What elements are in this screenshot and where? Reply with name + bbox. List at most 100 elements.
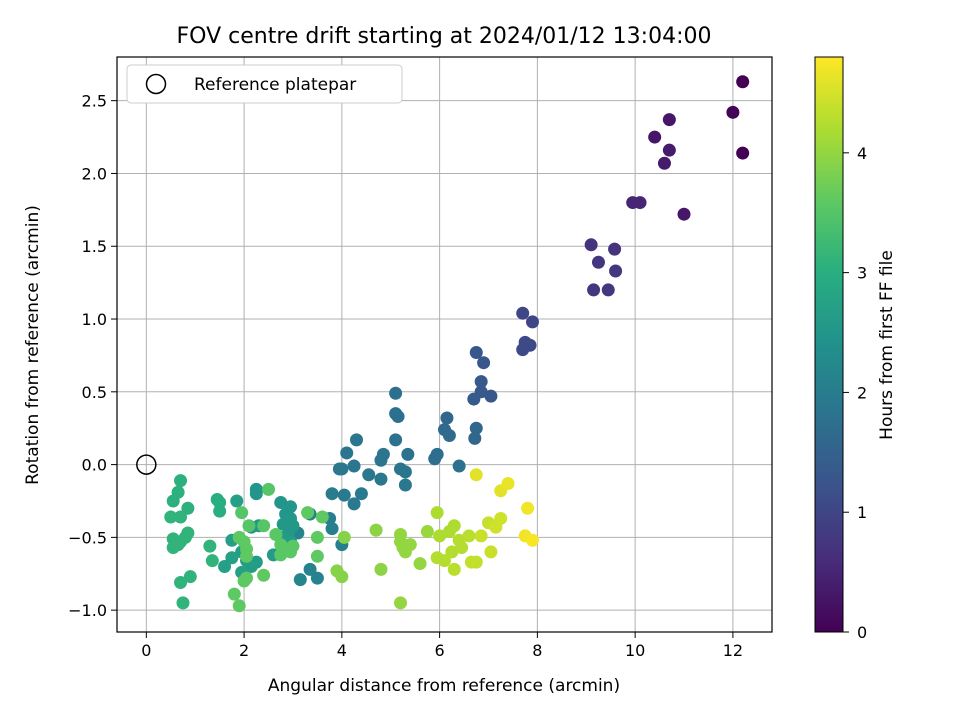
- colorbar-tick-label: 2: [857, 383, 867, 402]
- legend-label-reference: Reference platepar: [194, 75, 356, 95]
- data-point: [438, 554, 451, 568]
- x-tick-label: 10: [625, 641, 645, 660]
- data-point: [462, 529, 476, 543]
- data-point: [608, 242, 622, 256]
- data-point: [609, 264, 623, 278]
- data-point: [176, 596, 190, 610]
- data-point: [325, 522, 339, 536]
- data-point: [584, 238, 598, 252]
- data-point: [477, 356, 491, 370]
- y-tick-label: 1.0: [82, 310, 107, 329]
- data-point: [354, 487, 368, 501]
- data-point: [276, 517, 290, 531]
- data-point: [677, 207, 691, 221]
- data-point: [174, 510, 188, 524]
- grid: [117, 57, 772, 632]
- data-point: [455, 541, 469, 555]
- data-point: [350, 433, 364, 447]
- data-point: [501, 477, 515, 491]
- data-point: [736, 146, 750, 160]
- data-point: [447, 519, 461, 533]
- colorbar-tick-label: 3: [857, 264, 867, 283]
- data-point: [362, 468, 376, 482]
- colorbar-gradient: [814, 56, 844, 633]
- data-point: [430, 506, 444, 520]
- data-point: [303, 562, 317, 576]
- x-tick-label: 2: [239, 641, 249, 660]
- data-point: [474, 375, 488, 389]
- data-point: [293, 573, 307, 587]
- y-tick-label: 0.0: [82, 456, 107, 475]
- data-point: [164, 510, 178, 524]
- data-point: [225, 551, 239, 565]
- x-tick-label: 4: [337, 641, 347, 660]
- data-point: [428, 452, 442, 466]
- data-point: [726, 105, 740, 119]
- data-point: [521, 501, 535, 515]
- data-point: [398, 465, 412, 479]
- data-point: [257, 568, 271, 582]
- plot-frame: [116, 56, 773, 633]
- data-point: [662, 113, 676, 127]
- data-point: [181, 501, 195, 515]
- data-point: [648, 130, 662, 144]
- data-point: [242, 519, 256, 533]
- x-tick-label: 8: [532, 641, 542, 660]
- data-point: [369, 523, 383, 537]
- data-point: [315, 510, 329, 524]
- data-point: [474, 529, 488, 543]
- data-point: [587, 283, 601, 297]
- data-point: [736, 75, 750, 89]
- y-axis-ticks: −1.0 −0.5 0.0 0.5 1.0 1.5 2.0 2.5: [68, 92, 117, 620]
- data-point: [235, 506, 249, 520]
- data-point: [433, 529, 447, 543]
- data-point: [452, 459, 466, 473]
- data-point: [257, 519, 271, 533]
- data-point: [249, 487, 263, 501]
- data-point: [516, 343, 530, 357]
- data-point: [374, 453, 388, 467]
- data-point: [174, 576, 188, 590]
- data-point: [391, 410, 405, 424]
- data-point: [335, 570, 349, 584]
- data-point: [389, 433, 403, 447]
- data-point: [337, 488, 351, 502]
- y-tick-label: 2.0: [82, 164, 107, 183]
- x-tick-label: 6: [435, 641, 445, 660]
- data-point: [403, 538, 417, 552]
- data-point: [633, 196, 647, 210]
- data-point: [240, 549, 254, 563]
- y-tick-label: −1.0: [68, 601, 107, 620]
- data-point: [203, 539, 217, 553]
- data-point: [347, 459, 361, 473]
- data-point: [262, 482, 276, 496]
- data-point: [469, 468, 483, 482]
- data-point: [301, 506, 315, 520]
- y-tick-label: −0.5: [68, 528, 107, 547]
- data-point: [447, 562, 461, 576]
- data-point: [171, 538, 185, 552]
- data-point: [337, 530, 351, 544]
- data-point: [374, 472, 388, 486]
- data-point: [374, 562, 388, 576]
- data-point: [389, 386, 403, 400]
- data-point: [469, 555, 483, 569]
- data-point: [244, 559, 258, 573]
- chart-title: FOV centre drift starting at 2024/01/12 …: [177, 24, 712, 49]
- x-tick-label: 0: [141, 641, 151, 660]
- colorbar-tick-label: 1: [857, 503, 867, 522]
- colorbar-label: Hours from first FF file: [877, 250, 897, 440]
- colorbar-ticks: 0 1 2 3 4: [843, 144, 867, 642]
- data-point: [274, 548, 288, 562]
- data-point: [237, 574, 251, 588]
- data-point: [347, 497, 361, 511]
- x-axis-label: Angular distance from reference (arcmin): [268, 676, 620, 696]
- colorbar-tick-label: 0: [857, 623, 867, 642]
- data-point: [468, 431, 482, 445]
- data-point: [232, 599, 246, 613]
- data-point: [657, 156, 671, 170]
- data-point: [325, 487, 339, 501]
- data-point: [525, 315, 539, 329]
- data-point: [335, 462, 349, 476]
